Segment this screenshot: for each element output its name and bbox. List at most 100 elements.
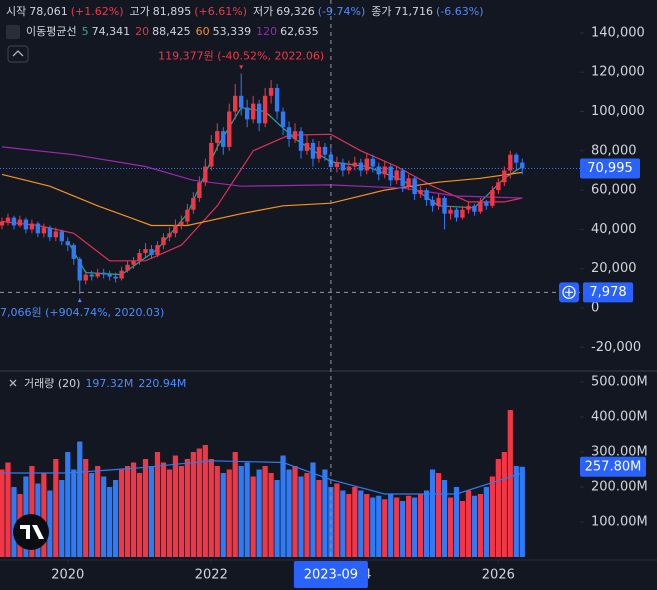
y-tick-label: 80,000	[591, 143, 637, 158]
volume-ma-line	[2, 460, 523, 495]
volume-bar	[5, 462, 11, 557]
y-tick-label: 140,000	[591, 25, 645, 40]
volume-bar	[406, 495, 412, 557]
volume-bar	[304, 473, 310, 557]
candle-body	[508, 154, 513, 171]
volume-bar	[310, 462, 316, 557]
candle-body	[496, 182, 501, 191]
volume-bar	[268, 473, 274, 557]
volume-bar	[388, 494, 394, 557]
ohlc-value: 71,716	[395, 5, 434, 18]
volume-title: 거래량 (20)	[24, 377, 80, 390]
y2-tick-label: 200.00M	[591, 480, 648, 495]
ma-legend: 이동평균선 5 74,341 20 88,425 60 53,339 120 62,635	[26, 25, 319, 38]
candle-body	[239, 95, 244, 108]
volume-bar	[232, 452, 238, 557]
volume-bar	[495, 459, 501, 557]
ohlc-label: 종가	[371, 5, 391, 18]
volume-bar	[53, 459, 59, 557]
candle-body	[454, 209, 459, 218]
y-tick-label: 0	[591, 301, 599, 316]
candle-body	[107, 274, 112, 277]
volume-bar	[0, 469, 5, 557]
candle-body	[155, 245, 160, 255]
candle-body	[47, 227, 53, 238]
candle-body	[310, 142, 316, 159]
crosshair-y-label: 7,978	[589, 285, 626, 300]
close-icon[interactable]	[9, 379, 17, 387]
volume-bar	[113, 480, 119, 557]
candle-body	[113, 276, 118, 279]
volume-bar	[382, 499, 388, 557]
candle-body	[119, 270, 124, 279]
volume-bar	[370, 497, 376, 557]
last-volume-box	[580, 456, 646, 477]
candle-body	[316, 146, 322, 159]
ohlc-change: (-6.63%)	[436, 5, 484, 18]
x-tick-label: 2020	[51, 568, 84, 583]
candle-body	[77, 258, 82, 281]
annotation: 119,377원 (-40.52%, 2022.06)	[158, 49, 324, 62]
candle-body	[203, 166, 208, 183]
volume-value: 197.32M	[85, 377, 133, 390]
volume-bar	[340, 490, 346, 557]
candle-body	[137, 252, 142, 261]
add-icon-plus	[565, 288, 573, 297]
volume-bar	[166, 469, 173, 557]
candle-body	[125, 264, 130, 271]
candle-body	[478, 201, 483, 212]
volume-bar	[465, 490, 472, 557]
ma-name: 120	[256, 25, 277, 38]
volume-bar	[83, 459, 89, 557]
volume-bar	[489, 476, 495, 557]
volume-bar	[95, 466, 101, 557]
candle-body	[0, 221, 5, 226]
ohlc-change: (+6.61%)	[194, 5, 247, 18]
candle-body	[29, 223, 35, 230]
candle-body	[179, 221, 184, 226]
volume-bar	[107, 487, 113, 557]
volume-bar	[471, 495, 478, 557]
candle-body	[370, 158, 375, 167]
volume-bar	[280, 455, 286, 557]
candle-body	[89, 274, 94, 277]
volume-bar	[178, 466, 184, 557]
volume-bar	[202, 445, 208, 557]
volume-bar	[196, 448, 202, 557]
candle-body	[376, 166, 381, 175]
volume-bar	[298, 476, 304, 557]
volume-bar	[47, 490, 53, 557]
volume-bar	[316, 480, 322, 557]
candle-body	[418, 190, 423, 195]
last-price-label: 70,995	[587, 161, 633, 176]
candle-body	[244, 107, 250, 120]
ohlc-value: 69,326	[276, 5, 315, 18]
volume-bar	[256, 469, 262, 557]
candle-body	[149, 249, 154, 255]
volume-bar	[453, 487, 460, 557]
crosshair-y-box	[583, 282, 633, 303]
ma-line	[1, 133, 523, 262]
candle-body	[83, 274, 88, 281]
volume-bar	[501, 452, 507, 557]
candle-body	[304, 142, 310, 151]
candle-body	[400, 170, 405, 187]
ohlc-legend: 시작 78,061 (+1.62%) 고가 81,895 (+6.61%) 저가 69,326…	[6, 5, 484, 18]
collapse-button[interactable]	[7, 45, 29, 63]
volume-bar	[220, 473, 226, 557]
eye-icon[interactable]	[6, 25, 20, 39]
volume-bar	[208, 459, 214, 557]
volume-bar	[89, 473, 95, 557]
candle-body	[256, 103, 262, 124]
volume-bar	[71, 469, 77, 557]
volume-bar	[262, 466, 268, 557]
volume-bar	[214, 466, 220, 557]
candle-body	[167, 233, 172, 238]
candle-body	[382, 166, 387, 175]
volume-bar	[136, 473, 143, 557]
candle-body	[436, 197, 441, 206]
ma-value: 62,635	[280, 25, 319, 38]
